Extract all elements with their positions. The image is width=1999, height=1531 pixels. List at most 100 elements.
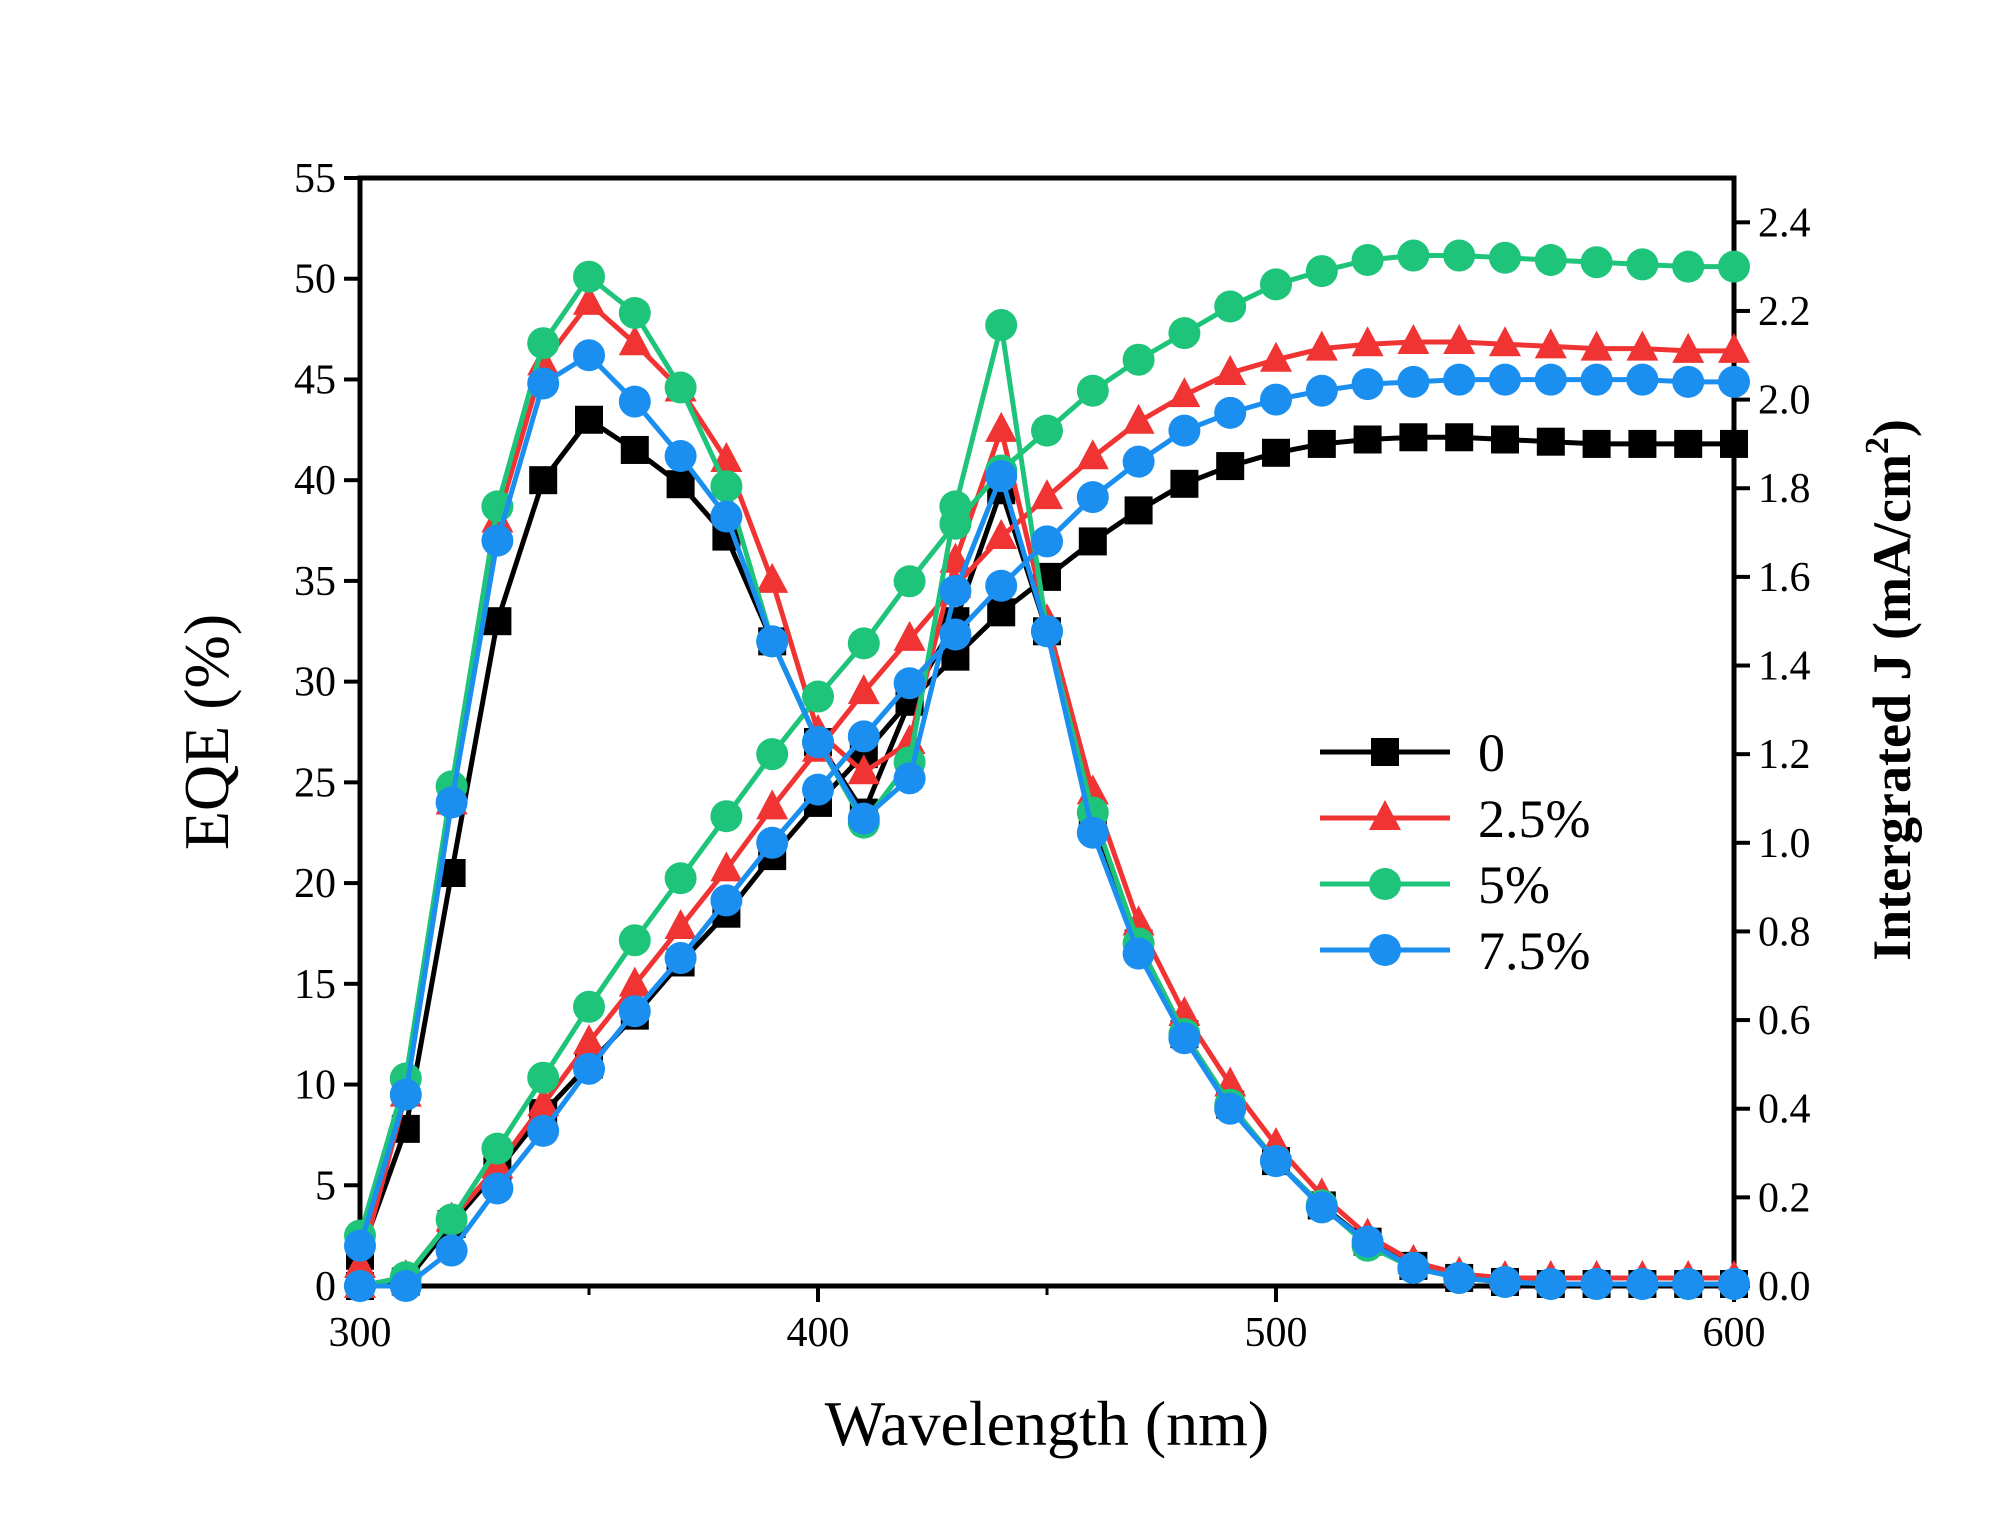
series-3-integrated-point [1168,414,1201,447]
y2-axis-title: Intergrated J (mA/cm2) [1859,419,1922,961]
series-0-eqe-point [666,470,695,499]
series-2-eqe-point [618,296,651,329]
series-3-integrated-point [847,720,880,753]
series-3-integrated-point [1122,445,1155,478]
series-2-integrated-point [1122,343,1155,376]
legend-label: 5% [1478,855,1550,915]
legend-item: 2.5% [1320,789,1590,849]
series-3-eqe-point [1305,1191,1338,1224]
series-3-integrated-point [1672,365,1705,398]
series-2-integrated-point [573,990,605,1023]
series-3-eqe-point [893,762,926,795]
series-3-eqe-point [1122,937,1155,970]
y-tick-label: 15 [294,962,336,1008]
series-1-eqe-point [344,1247,376,1278]
series-0-integrated-point [1307,429,1336,458]
series-3-integrated-point [1076,481,1109,514]
series-3-integrated-point [1260,383,1292,416]
series-0-integrated-point [1078,527,1107,556]
series-0-integrated-point [1720,429,1748,458]
series-3-eqe-point [847,802,880,835]
series-3-integrated-point [1443,363,1476,396]
series-0-integrated-point [1582,429,1611,458]
series-1-integrated-point [664,909,697,940]
series-2-integrated-point [1305,255,1338,288]
y-tick-label: 35 [294,559,336,605]
x-axis-ticks: 300 400 500 600 [329,1286,1766,1356]
series-1-integrated-point [1443,323,1476,354]
series-3-eqe-point [939,574,972,607]
series-3-integrated-point [802,773,834,806]
legend: 02.5%5%7.5% [1320,723,1590,981]
y-tick-label: 40 [294,458,336,504]
y2-tick-label: 0.4 [1758,1087,1811,1133]
series-1-integrated-point [1534,328,1567,359]
y2-tick-label: 2.2 [1758,289,1811,335]
series-2-integrated-point [710,800,743,833]
y2-tick-label: 1.0 [1758,821,1811,867]
series-3-eqe-point [1626,1267,1659,1300]
series-2-integrated-point [1626,248,1659,281]
series-3-integrated-point [1031,525,1063,558]
y2-axis-title-main: Intergrated J (mA/cm [1862,454,1922,961]
y2-tick-label: 2.0 [1758,378,1811,424]
series-2-integrated-point [939,507,972,540]
series-1-integrated-point [1122,403,1155,434]
series-3-eqe-point [1489,1265,1521,1298]
series-2-integrated-point [1397,239,1430,272]
series-1-integrated-point [1718,332,1750,363]
series-3-eqe-point [1214,1092,1247,1125]
series-3-eqe-point [573,339,605,372]
series-0-integrated-point [1628,429,1657,458]
legend-label: 2.5% [1478,789,1590,849]
series-1-integrated-point [1489,326,1521,357]
series-3-eqe-point [527,367,560,400]
series-3-integrated-point [1489,363,1521,396]
series-2-eqe-point [573,260,605,293]
x-tick-label: 300 [329,1310,392,1356]
series-1-integrated-point [1260,341,1292,372]
series-0-eqe-point [529,466,558,495]
series-0-eqe-point [575,405,603,434]
y-tick-label: 25 [294,760,336,806]
series-2-eqe-point [985,309,1018,342]
series-0-integrated-point [1353,425,1382,454]
series-3-integrated-point [389,1270,422,1302]
y-tick-label: 10 [294,1063,336,1109]
y2-tick-label: 0.0 [1758,1264,1811,1310]
series-3-integrated-point [1580,363,1613,396]
y2-tick-label: 1.6 [1758,555,1811,601]
series-2 [344,239,1750,1302]
y-tick-label: 55 [294,156,336,202]
series-0-integrated-point [1216,452,1245,481]
series-3-integrated-point [573,1052,605,1085]
series-3-integrated-point [1305,374,1338,407]
series-1-integrated-point [1626,330,1659,361]
series-2-integrated-point [847,627,880,660]
series-3-integrated-point [481,1172,514,1205]
series-2-integrated-point [618,924,651,957]
series-2-integrated-line [359,253,1734,1289]
series-1-integrated-point [985,518,1018,549]
y2-axis-title-close: ) [1862,419,1922,437]
series-2-integrated-point [1443,239,1476,272]
legend-item: 0 [1320,723,1505,783]
series-layer [344,239,1750,1302]
series-2-integrated-point [435,1203,468,1236]
series-0-integrated-point [1674,429,1703,458]
series-3-eqe-point [1672,1267,1705,1300]
y-tick-label: 30 [294,660,336,706]
series-3-integrated-point [435,1234,468,1267]
series-3-integrated-point [618,995,651,1028]
series-2-integrated-point [1168,317,1201,350]
y2-tick-label: 1.2 [1758,732,1811,778]
series-3-eqe-point [344,1229,376,1262]
series-3-integrated-point [1397,365,1430,398]
series-0-integrated-point [1262,438,1290,467]
series-1-eqe-point [573,284,605,315]
series-1-integrated-point [1031,479,1063,510]
y2-tick-label: 2.4 [1758,200,1811,246]
series-1-integrated-point [618,966,651,997]
x-tick-label: 400 [787,1310,850,1356]
series-2-integrated-point [1489,241,1521,274]
